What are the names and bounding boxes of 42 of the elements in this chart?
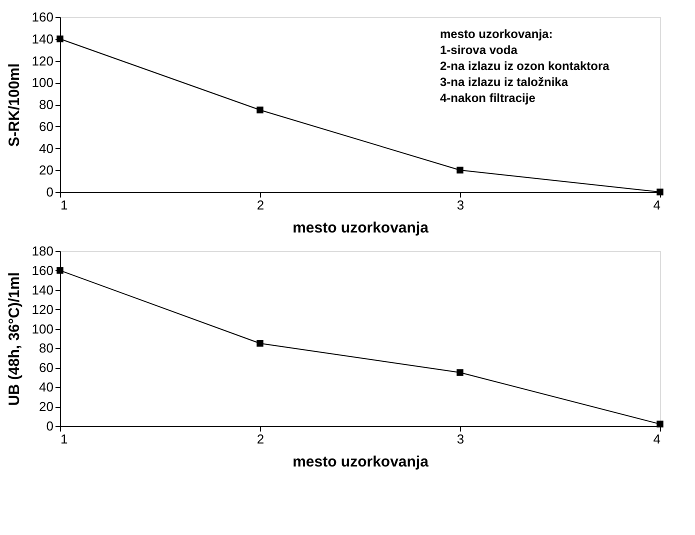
y-tick-label: 180 bbox=[32, 244, 54, 258]
x-tick-label: 3 bbox=[456, 432, 464, 446]
y-tick-label: 80 bbox=[39, 340, 54, 356]
point bbox=[256, 106, 264, 114]
y-tick-label: 60 bbox=[39, 360, 54, 376]
x-tick-label: 4 bbox=[653, 198, 660, 212]
point bbox=[256, 340, 264, 347]
y-axis-title: UB (48h, 36°C)/1ml bbox=[6, 272, 23, 406]
x-tick-label: 4 bbox=[653, 432, 660, 446]
y-tick-label: 140 bbox=[32, 31, 54, 46]
y-tick-label: 140 bbox=[32, 282, 54, 298]
x-tick-label: 1 bbox=[60, 198, 68, 212]
y-tick-label: 100 bbox=[32, 321, 54, 336]
y-tick-label: 0 bbox=[46, 184, 54, 200]
annotation: 1-sirova voda bbox=[440, 43, 518, 57]
y-tick-label: 160 bbox=[32, 262, 54, 278]
y-tick-label: 40 bbox=[39, 140, 54, 156]
x-tick-label: 3 bbox=[456, 198, 464, 212]
y-tick-label: 20 bbox=[39, 399, 54, 414]
x-tick-label: 2 bbox=[256, 198, 264, 212]
y-axis-title: S-RK/100ml bbox=[6, 63, 23, 147]
annotation: mesto uzorkovanja: bbox=[440, 27, 553, 41]
y-tick-label: 100 bbox=[32, 75, 54, 90]
x-tick-label: 1 bbox=[60, 432, 68, 446]
y-tick-label: 120 bbox=[32, 302, 54, 317]
point bbox=[656, 188, 664, 196]
x-axis-title: mesto uzorkovanja bbox=[292, 220, 430, 236]
y-tick-label: 20 bbox=[39, 162, 54, 178]
y-tick-label: 80 bbox=[39, 97, 54, 112]
y-tick-label: 40 bbox=[39, 380, 54, 395]
point bbox=[656, 420, 664, 428]
y-tick-label: 0 bbox=[46, 418, 54, 434]
annotation: 4-nakon filtracije bbox=[440, 91, 536, 105]
y-tick-label: 160 bbox=[32, 10, 54, 24]
annotation: 2-na izlazu iz ozon kontaktora bbox=[440, 59, 610, 73]
y-tick-label: 60 bbox=[39, 118, 54, 134]
x-axis-title: mesto uzorkovanja bbox=[292, 454, 430, 470]
point bbox=[456, 369, 464, 376]
annotation: 3-na izlazu iz taložnika bbox=[440, 75, 568, 89]
point bbox=[456, 166, 464, 174]
y-tick-label: 120 bbox=[32, 53, 54, 68]
x-tick-label: 2 bbox=[256, 432, 264, 446]
